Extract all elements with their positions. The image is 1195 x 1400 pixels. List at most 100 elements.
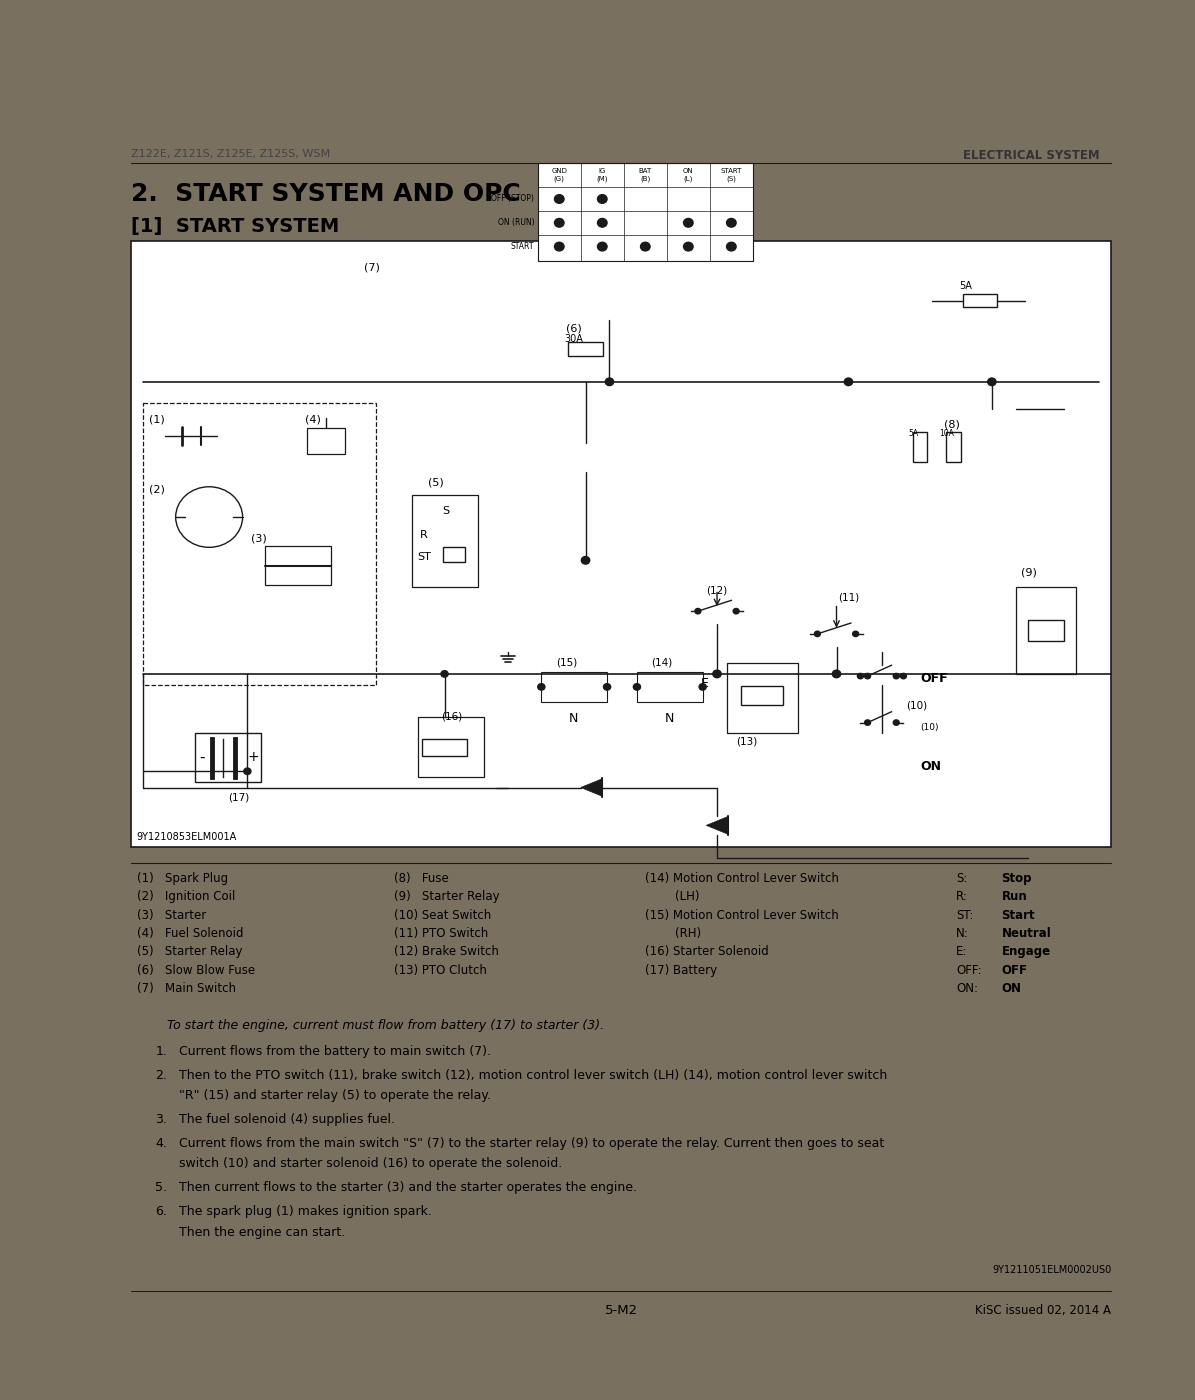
Text: (10) Seat Switch: (10) Seat Switch — [394, 909, 491, 921]
Text: Z122E, Z121S, Z125E, Z125S, WSM: Z122E, Z121S, Z125E, Z125S, WSM — [131, 150, 331, 160]
Bar — [418, 717, 484, 777]
Bar — [946, 431, 961, 462]
Text: (16) Starter Solenoid: (16) Starter Solenoid — [645, 945, 770, 959]
Text: 2.  START SYSTEM AND OPC: 2. START SYSTEM AND OPC — [131, 182, 521, 206]
Text: S:: S: — [956, 872, 968, 885]
Text: Start: Start — [1001, 909, 1035, 921]
Bar — [637, 672, 703, 701]
Bar — [422, 739, 467, 756]
Bar — [1016, 588, 1076, 673]
Bar — [195, 734, 261, 783]
Text: N: N — [569, 711, 578, 725]
Circle shape — [538, 683, 545, 690]
Text: (15) Motion Control Lever Switch: (15) Motion Control Lever Switch — [645, 909, 839, 921]
Text: (12): (12) — [706, 585, 728, 595]
Text: ON
(L): ON (L) — [684, 168, 693, 182]
Text: (2)   Ignition Coil: (2) Ignition Coil — [137, 890, 235, 903]
Text: 5.: 5. — [155, 1182, 167, 1194]
Text: START: START — [510, 242, 534, 251]
Circle shape — [858, 673, 863, 679]
Text: (13): (13) — [736, 736, 758, 746]
Circle shape — [244, 769, 251, 774]
Text: IG
(M): IG (M) — [596, 168, 608, 182]
Circle shape — [815, 631, 821, 637]
Text: (12) Brake Switch: (12) Brake Switch — [394, 945, 500, 959]
Bar — [1028, 620, 1064, 641]
Text: Stop: Stop — [1001, 872, 1032, 885]
Text: (17) Battery: (17) Battery — [645, 963, 717, 977]
Text: (10): (10) — [906, 701, 927, 711]
Text: (10): (10) — [920, 722, 938, 732]
Circle shape — [727, 242, 736, 251]
Text: (17): (17) — [228, 792, 250, 804]
Circle shape — [987, 378, 997, 385]
Text: (1)   Spark Plug: (1) Spark Plug — [137, 872, 228, 885]
Text: 30A: 30A — [564, 335, 583, 344]
Text: 5A: 5A — [908, 430, 918, 438]
Text: (11) PTO Switch: (11) PTO Switch — [394, 927, 489, 939]
Text: (RH): (RH) — [645, 927, 701, 939]
Circle shape — [734, 609, 739, 613]
Text: E: E — [701, 678, 709, 690]
Text: (6): (6) — [565, 323, 582, 333]
Text: (1): (1) — [149, 414, 165, 424]
Text: Neutral: Neutral — [1001, 927, 1052, 939]
Bar — [963, 294, 997, 307]
Bar — [307, 428, 345, 454]
Text: 9Y1210853ELM001A: 9Y1210853ELM001A — [136, 832, 237, 841]
Bar — [727, 664, 798, 734]
Bar — [741, 686, 784, 706]
Circle shape — [695, 609, 701, 613]
Circle shape — [684, 218, 693, 227]
Circle shape — [605, 378, 614, 385]
Bar — [412, 496, 478, 588]
Text: OFF: OFF — [920, 672, 948, 685]
Text: To start the engine, current must flow from battery (17) to starter (3).: To start the engine, current must flow f… — [167, 1019, 605, 1032]
Text: Then to the PTO switch (11), brake switch (12), motion control lever switch (LH): Then to the PTO switch (11), brake switc… — [179, 1068, 888, 1082]
Circle shape — [554, 242, 564, 251]
Circle shape — [554, 218, 564, 227]
Text: (5)   Starter Relay: (5) Starter Relay — [137, 945, 243, 959]
Bar — [541, 672, 607, 701]
Text: [1]  START SYSTEM: [1] START SYSTEM — [131, 217, 339, 237]
Text: 6.: 6. — [155, 1205, 167, 1218]
Bar — [538, 164, 753, 260]
Circle shape — [554, 195, 564, 203]
Circle shape — [894, 673, 900, 679]
Text: Then current flows to the starter (3) and the starter operates the engine.: Then current flows to the starter (3) an… — [179, 1182, 637, 1194]
Text: +: + — [247, 750, 259, 764]
Text: switch (10) and starter solenoid (16) to operate the solenoid.: switch (10) and starter solenoid (16) to… — [179, 1158, 563, 1170]
Circle shape — [832, 671, 841, 678]
Text: ELECTRICAL SYSTEM: ELECTRICAL SYSTEM — [963, 150, 1099, 162]
Text: R:: R: — [956, 890, 968, 903]
Text: (LH): (LH) — [645, 890, 700, 903]
Circle shape — [712, 671, 721, 678]
Bar — [131, 241, 1111, 847]
Text: GND
(G): GND (G) — [551, 168, 568, 182]
Text: (2): (2) — [149, 484, 165, 494]
Text: START
(S): START (S) — [721, 168, 742, 182]
Circle shape — [699, 683, 706, 690]
Circle shape — [598, 195, 607, 203]
Text: 2.: 2. — [155, 1068, 167, 1082]
Text: OFF (STOP): OFF (STOP) — [491, 195, 534, 203]
Text: OFF: OFF — [1001, 963, 1028, 977]
Circle shape — [633, 683, 641, 690]
Text: (14): (14) — [651, 658, 673, 668]
Circle shape — [641, 242, 650, 251]
Text: 10A: 10A — [939, 430, 954, 438]
Text: The fuel solenoid (4) supplies fuel.: The fuel solenoid (4) supplies fuel. — [179, 1113, 396, 1126]
Text: BAT
(B): BAT (B) — [638, 168, 652, 182]
Text: N:: N: — [956, 927, 969, 939]
Text: -: - — [200, 750, 206, 764]
Text: (6)   Slow Blow Fuse: (6) Slow Blow Fuse — [137, 963, 256, 977]
Text: (5): (5) — [428, 477, 443, 487]
Text: Current flows from the main switch "S" (7) to the starter relay (9) to operate t: Current flows from the main switch "S" (… — [179, 1137, 884, 1149]
Text: (8)   Fuse: (8) Fuse — [394, 872, 449, 885]
Text: Engage: Engage — [1001, 945, 1050, 959]
Text: (4): (4) — [305, 414, 320, 424]
Text: The spark plug (1) makes ignition spark.: The spark plug (1) makes ignition spark. — [179, 1205, 433, 1218]
Circle shape — [865, 720, 870, 725]
Bar — [913, 431, 927, 462]
Text: ST:: ST: — [956, 909, 974, 921]
